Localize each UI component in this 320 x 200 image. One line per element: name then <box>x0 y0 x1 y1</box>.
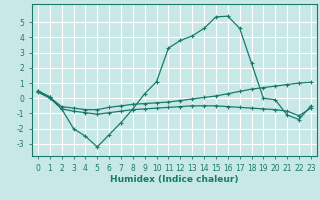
X-axis label: Humidex (Indice chaleur): Humidex (Indice chaleur) <box>110 175 239 184</box>
